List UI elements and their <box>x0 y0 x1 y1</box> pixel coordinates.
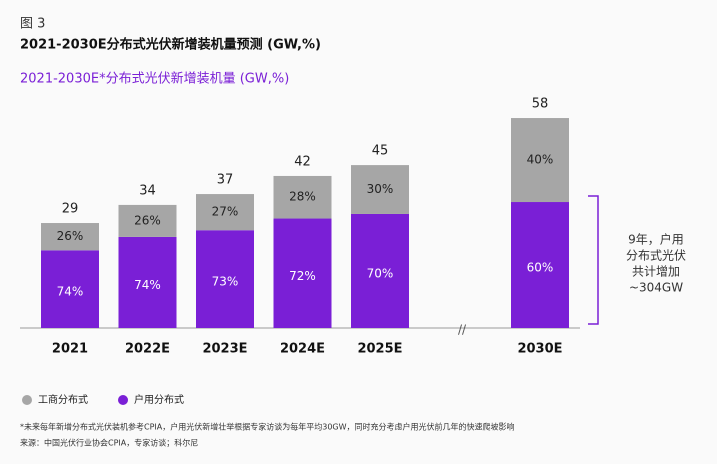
bar-segment <box>196 230 254 328</box>
bracket <box>588 195 599 325</box>
bar-segment <box>351 165 409 214</box>
value-label: 73% <box>212 275 239 289</box>
x-tick-label: 2021 <box>52 342 88 357</box>
bar-segment <box>273 218 332 328</box>
annotation: ~304GW <box>629 281 683 295</box>
value-label: 30% <box>367 182 394 196</box>
bar-segment <box>41 250 99 328</box>
total-label: 29 <box>62 202 79 217</box>
value-label: 26% <box>57 229 84 243</box>
legend-marker <box>22 395 32 405</box>
bar-segment <box>273 175 332 219</box>
value-label: 28% <box>289 190 316 204</box>
total-label: 58 <box>532 97 549 112</box>
total-label: 37 <box>217 173 234 188</box>
footnote: *未来每年新增分布式光伏装机参考CPIA，户用光伏新增壮举根据专家访谈为每年平均… <box>20 422 515 432</box>
bar-segment <box>118 204 177 237</box>
chart-subtitle: 2021-2030E*分布式光伏新增装机量 (GW,%) <box>20 71 289 87</box>
legend-label: 户用分布式 <box>134 393 184 406</box>
bar-segment <box>511 118 569 203</box>
value-label: 74% <box>57 285 84 299</box>
total-label: 34 <box>139 183 156 198</box>
axis-break: // <box>458 323 467 337</box>
value-label: 40% <box>527 153 554 167</box>
bar-segment <box>41 223 99 251</box>
x-tick-label: 2025E <box>357 342 402 357</box>
annotation: 共计增加 <box>632 265 680 279</box>
bar-segment <box>196 194 254 231</box>
chart-title: 2021-2030E分布式光伏新增装机量预测 (GW,%) <box>20 37 321 53</box>
value-label: 74% <box>134 278 161 292</box>
x-tick-label: 2024E <box>280 342 325 357</box>
legend-label: 工商分布式 <box>38 393 88 406</box>
value-label: 60% <box>527 261 554 275</box>
legend-marker <box>118 395 128 405</box>
x-tick-label: 2022E <box>125 342 170 357</box>
annotation: 9年，户用 <box>628 232 684 247</box>
source: 来源：中国光伏行业协会CPIA，专家访谈；科尔尼 <box>20 438 198 448</box>
value-label: 26% <box>134 213 161 227</box>
figure-label: 图 3 <box>20 17 45 32</box>
bar-segment <box>351 213 409 328</box>
total-label: 45 <box>372 144 389 159</box>
annotation: 分布式光伏 <box>626 249 686 263</box>
value-label: 70% <box>367 266 394 280</box>
total-label: 42 <box>294 154 311 169</box>
value-label: 72% <box>289 269 316 283</box>
x-tick-label: 2023E <box>202 342 247 357</box>
x-tick-label: 2030E <box>517 342 562 357</box>
bar-segment <box>511 202 569 328</box>
bar-segment <box>118 236 177 328</box>
value-label: 27% <box>212 205 239 219</box>
